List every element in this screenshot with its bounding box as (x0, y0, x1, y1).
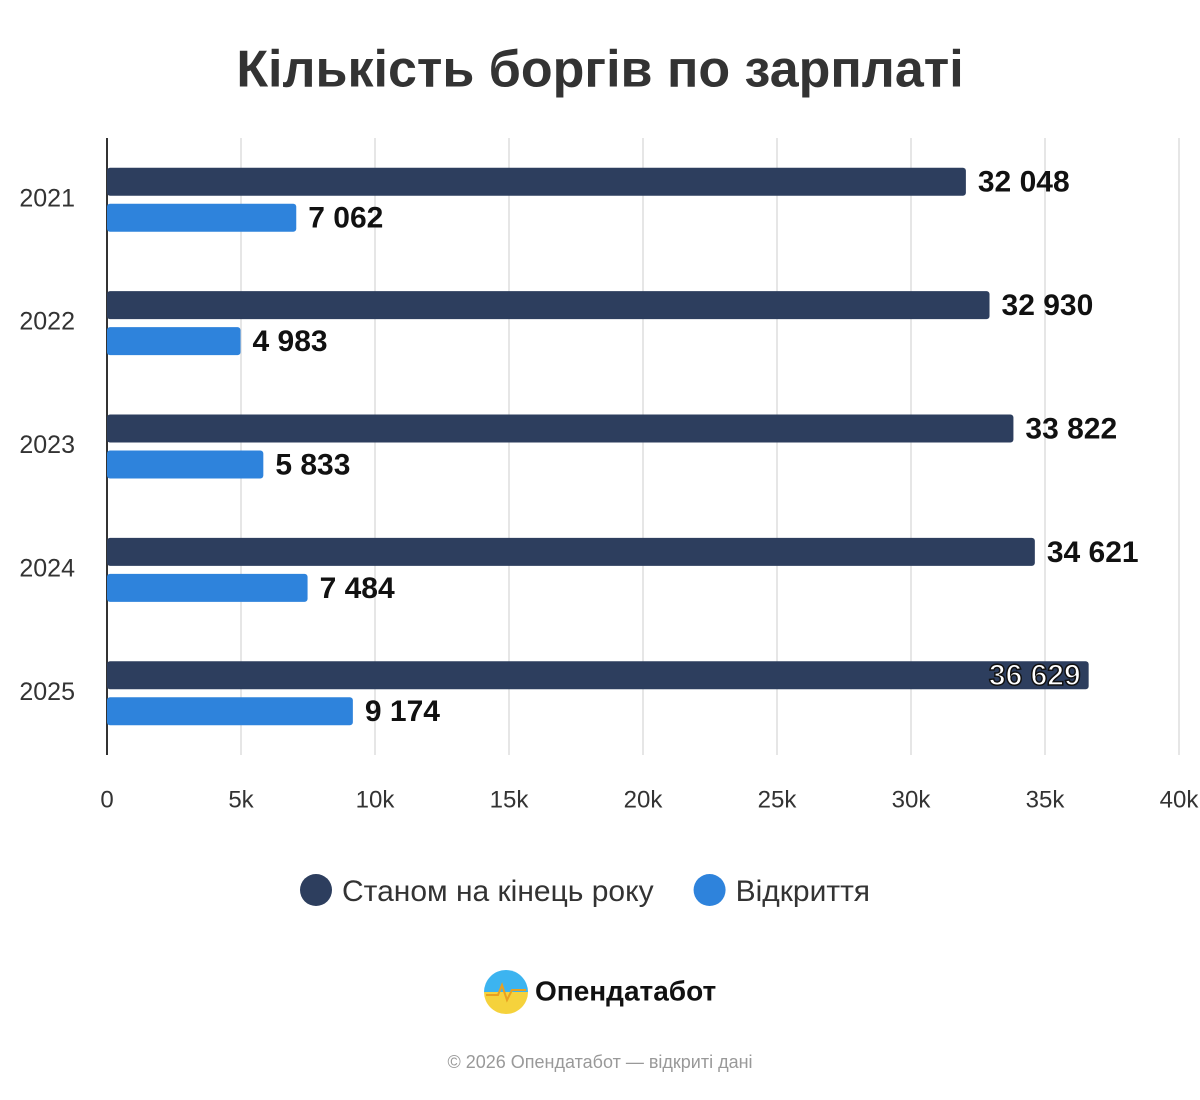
x-tick-label: 25k (758, 786, 798, 813)
bar (107, 167, 966, 196)
bar (107, 414, 1014, 443)
bar (107, 291, 990, 320)
bar (107, 537, 1035, 566)
y-tick-label: 2024 (19, 555, 75, 583)
y-tick-label: 2021 (19, 184, 75, 212)
value-label: 7 484 (320, 572, 395, 605)
logo-icon (484, 970, 528, 1014)
legend-marker (300, 874, 332, 906)
bar (107, 450, 264, 479)
y-tick-label: 2023 (19, 431, 75, 459)
x-tick-label: 5k (228, 786, 254, 813)
logo-text: Опендатабот (535, 975, 716, 1006)
value-label: 34 621 (1047, 536, 1139, 569)
x-tick-label: 30k (892, 786, 932, 813)
bar (107, 327, 241, 356)
y-tick-label: 2022 (19, 308, 75, 336)
x-tick-label: 0 (100, 786, 113, 813)
value-label: 32 048 (978, 166, 1070, 199)
y-tick-label: 2025 (19, 678, 75, 706)
bar (107, 661, 1089, 690)
value-label: 33 822 (1025, 412, 1117, 445)
legend-marker (693, 874, 726, 906)
x-tick-label: 20k (624, 786, 664, 813)
x-tick-label: 10k (356, 786, 396, 813)
footer: © 2026 Опендатабот — відкриті дані (447, 1052, 752, 1072)
logo-pulse (486, 982, 526, 1003)
x-tick-label: 35k (1026, 786, 1066, 813)
chart-title: Кількість боргів по зарплаті (236, 41, 963, 99)
value-label: 36 629 (989, 659, 1081, 692)
legend-label: Станом на кінець року (342, 875, 654, 908)
bar (107, 697, 353, 726)
bar (107, 203, 297, 232)
value-label: 32 930 (1002, 289, 1094, 322)
value-label: 4 983 (253, 325, 328, 358)
x-tick-label: 40k (1160, 786, 1200, 813)
legend-label: Відкриття (736, 875, 870, 908)
value-label: 7 062 (308, 202, 383, 235)
bar (107, 573, 308, 602)
logo: Опендатабот (484, 970, 716, 1014)
value-label: 9 174 (365, 695, 440, 728)
value-label: 5 833 (275, 448, 350, 481)
x-tick-label: 15k (490, 786, 530, 813)
